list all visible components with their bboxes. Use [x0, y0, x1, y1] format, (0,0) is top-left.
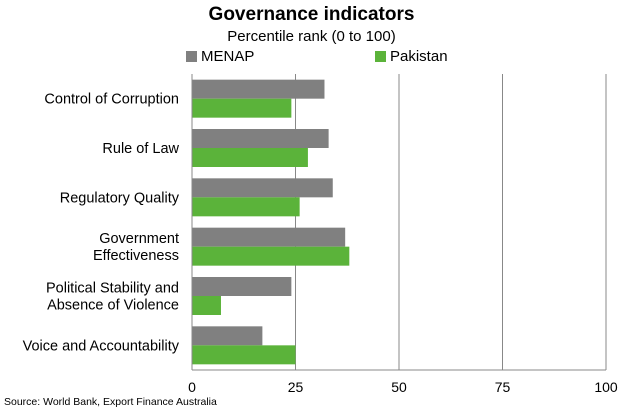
legend-label-menap: MENAP — [201, 48, 255, 65]
category-label-0: Control of Corruption — [44, 92, 179, 108]
bar-menap-0 — [192, 79, 325, 99]
bar-pakistan-3 — [192, 246, 350, 266]
legend-item-menap: MENAP — [186, 48, 254, 65]
category-label-2: Regulatory Quality — [60, 190, 180, 206]
bar-pakistan-1 — [192, 148, 308, 167]
x-tick-label-0: 0 — [188, 379, 196, 395]
bar-menap-5 — [192, 326, 263, 346]
bar-pakistan-0 — [192, 98, 292, 118]
bar-menap-4 — [192, 277, 292, 296]
bar-pakistan-4 — [192, 296, 221, 315]
category-label-1: Rule of Law — [102, 141, 179, 157]
legend-item-pakistan: Pakistan — [375, 48, 448, 65]
chart-subtitle: Percentile rank (0 to 100) — [227, 28, 396, 45]
x-tick-label-25: 25 — [288, 379, 304, 395]
bar-pakistan-5 — [192, 345, 296, 365]
bar-menap-2 — [192, 178, 333, 198]
bar-menap-1 — [192, 129, 329, 148]
chart-title: Governance indicators — [208, 4, 415, 25]
legend-swatch-pakistan — [375, 51, 386, 62]
category-label-3: Government Effectiveness — [93, 231, 179, 264]
legend-label-pakistan: Pakistan — [390, 48, 448, 65]
category-label-4: Political Stability and Absence of Violen… — [46, 281, 179, 314]
bar-pakistan-2 — [192, 197, 300, 217]
source-note: Source: World Bank, Export Finance Austr… — [4, 396, 217, 408]
x-tick-label-100: 100 — [594, 379, 618, 395]
legend-swatch-menap — [186, 51, 197, 62]
x-tick-label-75: 75 — [495, 379, 511, 395]
category-label-5: Voice and Accountability — [23, 338, 180, 354]
x-tick-label-50: 50 — [391, 379, 407, 395]
bar-menap-3 — [192, 227, 346, 247]
